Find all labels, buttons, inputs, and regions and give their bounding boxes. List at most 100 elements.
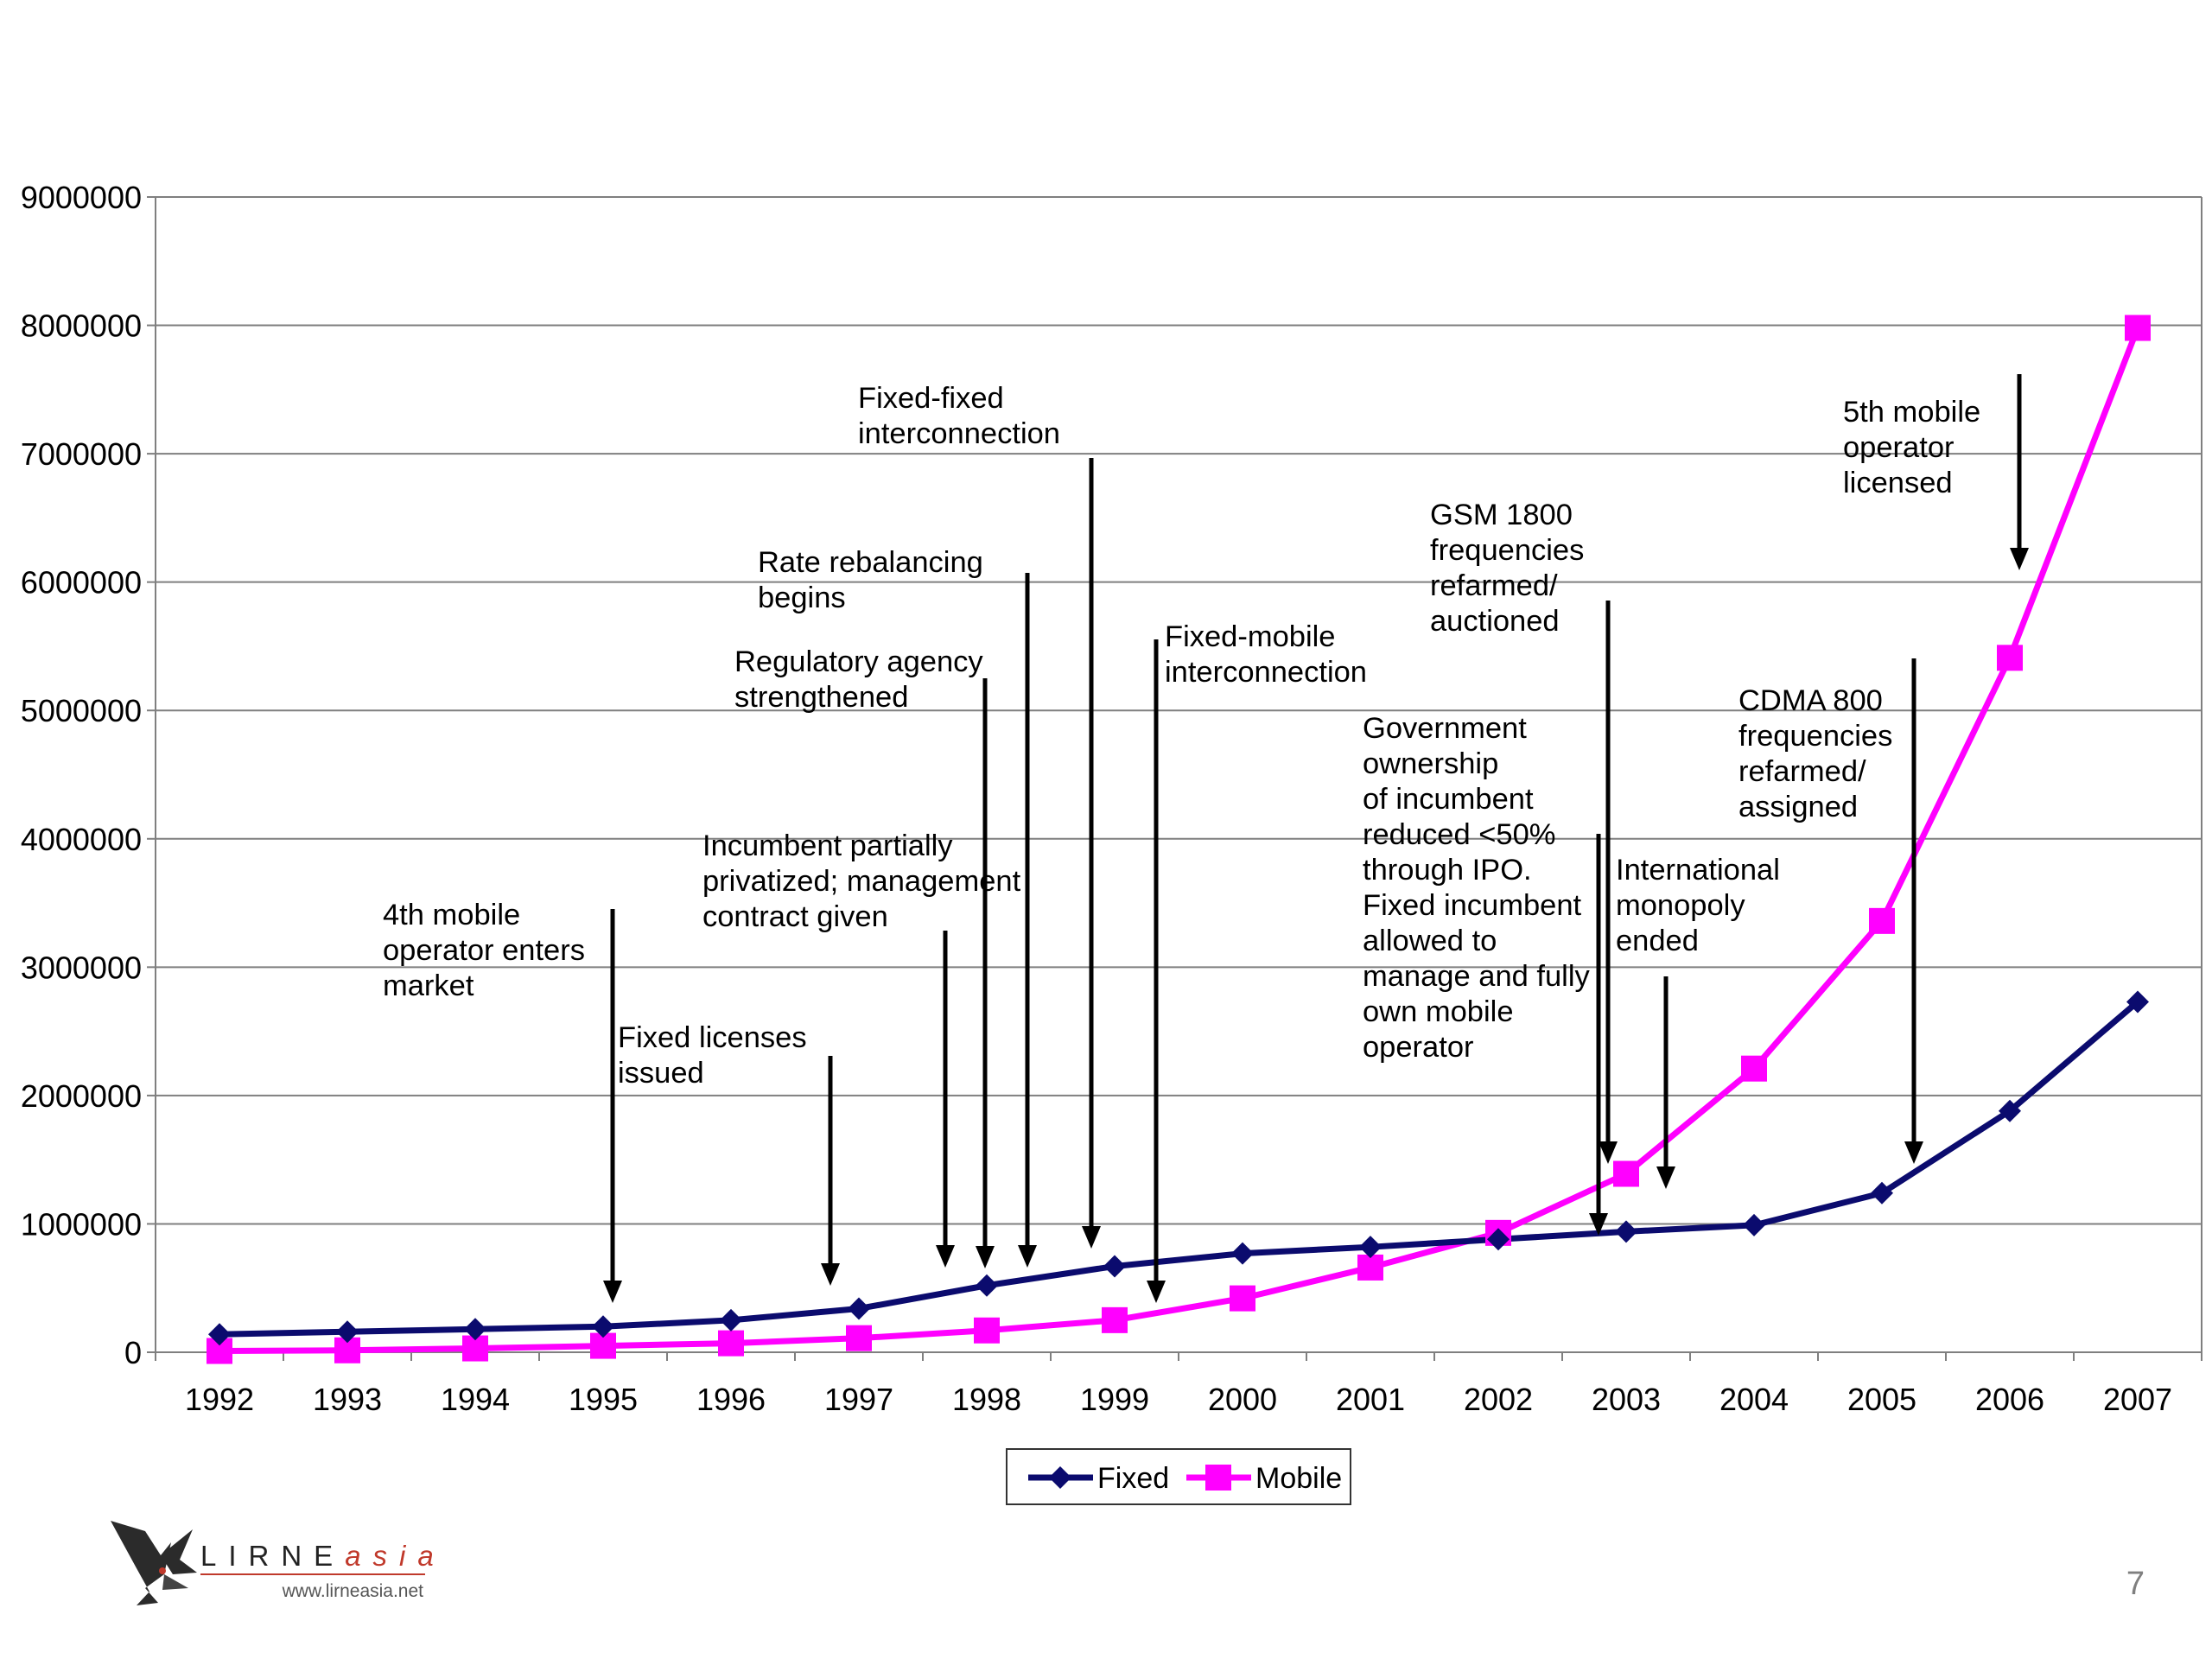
annotation-text: issued <box>618 1057 704 1090</box>
y-tick-label: 2000000 <box>21 1078 142 1114</box>
bird-logo-icon <box>111 1521 197 1605</box>
point-mobile <box>846 1325 872 1351</box>
x-tick-label: 2005 <box>1847 1382 1916 1417</box>
point-fixed <box>1359 1236 1382 1259</box>
arrowhead-icon <box>976 1246 995 1268</box>
annotation-text: allowed to <box>1363 925 1497 957</box>
arrowhead-icon <box>1904 1141 1923 1164</box>
annotation-text: International <box>1616 854 1780 887</box>
annotation-text: privatized; management <box>702 865 1021 898</box>
point-fixed <box>1487 1228 1510 1251</box>
point-mobile <box>1230 1285 1255 1312</box>
point-fixed <box>1871 1181 1893 1205</box>
legend-label-fixed: Fixed <box>1097 1462 1169 1495</box>
x-tick-label: 2006 <box>1975 1382 2044 1417</box>
annotation-text: Fixed incumbent <box>1363 889 1582 922</box>
x-tick-label: 2000 <box>1208 1382 1277 1417</box>
point-fixed <box>720 1308 742 1332</box>
legend-marker-fixed <box>1049 1466 1071 1489</box>
annotation-text: auctioned <box>1430 605 1560 638</box>
point-fixed <box>2126 990 2149 1014</box>
x-tick-label: 1998 <box>952 1382 1021 1417</box>
arrowhead-icon <box>1599 1141 1618 1164</box>
arrowhead-icon <box>936 1245 955 1268</box>
annotation-text: GSM 1800 <box>1430 499 1573 531</box>
logo-brand: LIRNE <box>200 1540 345 1572</box>
arrowhead-icon <box>1018 1245 1037 1268</box>
annotation-text: operator <box>1363 1031 1474 1064</box>
legend-marker-mobile <box>1205 1465 1231 1491</box>
logo-brand-suffix: asia <box>345 1540 446 1572</box>
series-line-mobile <box>219 327 2141 1355</box>
y-tick-label: 8000000 <box>21 308 142 344</box>
x-tick-label: 1993 <box>313 1382 382 1417</box>
point-fixed <box>1103 1255 1126 1278</box>
annotation-text: contract given <box>702 900 888 933</box>
annotation-text: refarmed/ <box>1738 755 1866 788</box>
point-fixed <box>592 1315 614 1338</box>
annotation-text: own mobile <box>1363 995 1514 1028</box>
annotation-text: reduced <50% <box>1363 818 1555 851</box>
point-fixed <box>464 1318 486 1341</box>
svg-text:LIRNEasia: LIRNEasia <box>200 1540 446 1572</box>
annotation-text: begins <box>758 582 846 614</box>
point-fixed <box>1743 1213 1765 1236</box>
point-fixed <box>1231 1242 1254 1265</box>
y-tick-label: 5000000 <box>21 693 142 728</box>
arrowhead-icon <box>821 1263 840 1286</box>
y-tick-label: 4000000 <box>21 822 142 857</box>
annotation-text: Rate rebalancing <box>758 546 983 579</box>
annotation-text: operator <box>1843 431 1955 464</box>
arrowhead-icon <box>1147 1281 1166 1303</box>
annotation-text: Fixed licenses <box>618 1021 807 1054</box>
annotation-text: 5th mobile <box>1843 396 1980 429</box>
y-tick-label: 9000000 <box>21 180 142 215</box>
annotation-text: manage and fully <box>1363 960 1591 993</box>
annotation-text: Regulatory agency <box>734 645 983 678</box>
y-tick-label: 3000000 <box>21 950 142 985</box>
arrowhead-icon <box>603 1281 622 1303</box>
series <box>207 315 2151 1364</box>
point-fixed <box>336 1320 359 1344</box>
point-mobile <box>1997 645 2023 671</box>
x-tick-label: 2004 <box>1719 1382 1789 1417</box>
arrowhead-icon <box>1656 1166 1675 1189</box>
x-tick-label: 2003 <box>1592 1382 1661 1417</box>
annotation-text: 4th mobile <box>383 899 520 931</box>
x-tick-label: 1992 <box>185 1382 254 1417</box>
annotation-text: interconnection <box>1165 656 1367 689</box>
annotation-text: ownership <box>1363 747 1498 780</box>
annotation-text: of incumbent <box>1363 783 1534 816</box>
annotation-text: Government <box>1363 712 1527 745</box>
arrowhead-icon <box>1589 1213 1608 1236</box>
annotation-text: monopoly <box>1616 889 1745 922</box>
annotation-text: operator enters <box>383 934 585 967</box>
arrowhead-icon <box>1082 1226 1101 1249</box>
annotation-text: refarmed/ <box>1430 569 1558 602</box>
series-line-fixed <box>219 999 2140 1338</box>
logo-url: www.lirneasia.net <box>282 1581 424 1601</box>
annotation-text: frequencies <box>1430 534 1584 567</box>
annotation-text: Fixed-fixed <box>858 382 1004 415</box>
annotation-text: market <box>383 969 474 1002</box>
annotation-text: interconnection <box>858 417 1060 450</box>
point-mobile <box>2125 315 2151 341</box>
point-mobile <box>1102 1306 1128 1333</box>
y-tick-label: 6000000 <box>21 565 142 601</box>
x-tick-label: 1999 <box>1080 1382 1149 1417</box>
legend-label-mobile: Mobile <box>1255 1462 1342 1495</box>
point-mobile <box>1613 1160 1639 1187</box>
annotation-text: through IPO. <box>1363 854 1532 887</box>
annotation-text: licensed <box>1843 467 1953 499</box>
point-mobile <box>718 1330 744 1357</box>
